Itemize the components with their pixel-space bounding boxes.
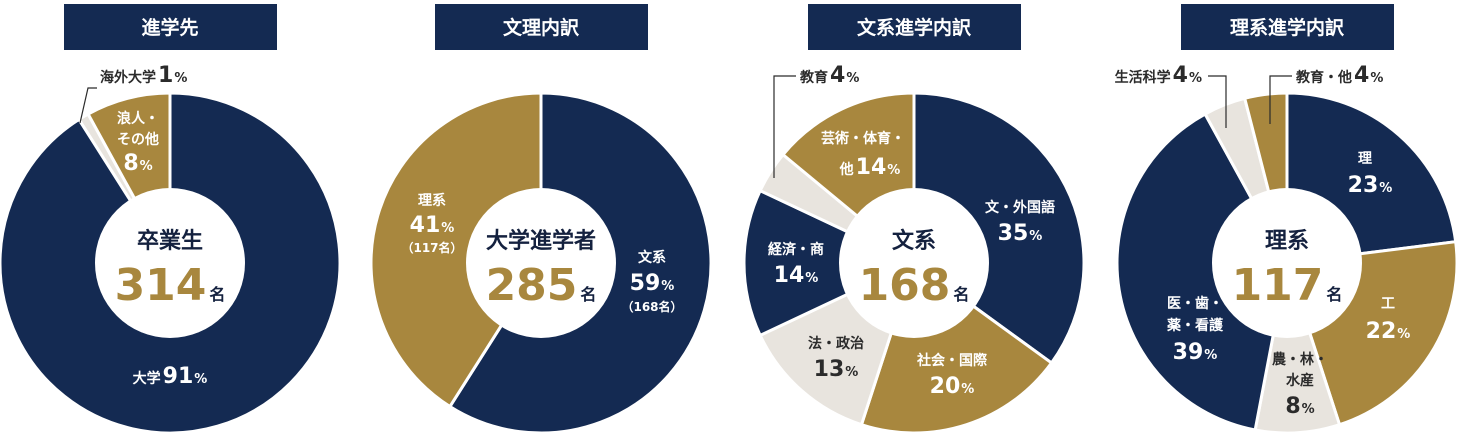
chart2-rikei-name: 理系 bbox=[418, 192, 446, 209]
chart4-center-label: 理系 bbox=[1265, 229, 1309, 254]
chart2-title: 文理内訳 bbox=[503, 16, 580, 39]
chart2-center-value: 285 名 bbox=[486, 260, 597, 311]
chart4-no-label-2: 水産 bbox=[1286, 372, 1314, 389]
chart2-header: 文理内訳 bbox=[435, 4, 648, 50]
chart4-slice-3 bbox=[1115, 112, 1289, 432]
chart4-header: 理系進学内訳 bbox=[1181, 4, 1394, 50]
chart3-slice-3 bbox=[742, 189, 916, 337]
chart3-center-disc bbox=[839, 188, 989, 338]
chart3-bun-label: 文・外国語 bbox=[985, 199, 1055, 216]
chart3-keizai-label: 経済・商 bbox=[768, 241, 824, 258]
chart3-shakai-label: 社会・国際 bbox=[916, 352, 988, 369]
chart2-rikei-pct: 41% bbox=[410, 213, 455, 238]
chart1-center-disc bbox=[95, 188, 245, 338]
chart1-center-label: 卒業生 bbox=[137, 228, 203, 254]
chart2-center-disc bbox=[466, 188, 616, 338]
chart3-kyoiku-label: 教育4% bbox=[800, 63, 859, 88]
chart1-center-value: 314 名 bbox=[115, 260, 226, 311]
chart4-no-pct: 8% bbox=[1285, 394, 1314, 419]
chart4-title: 理系進学内訳 bbox=[1230, 16, 1345, 39]
chart4-center-value: 117 名 bbox=[1232, 260, 1343, 311]
chart4-kyoiku-label: 教育・他4% bbox=[1296, 63, 1383, 88]
chart1-title: 進学先 bbox=[141, 16, 198, 39]
chart3-bun-pct: 35% bbox=[998, 221, 1043, 246]
chart3-geijutsu-label-1: 芸術・体育・ bbox=[821, 130, 905, 147]
chart2-bunkei-name: 文系 bbox=[638, 249, 666, 266]
chart3-shakai-pct: 20% bbox=[930, 374, 975, 399]
chart1-ronin-label-1: 浪人・ bbox=[117, 110, 159, 127]
chart1-kaigai-label: 海外大学1% bbox=[100, 63, 187, 88]
chart3-title: 文系進学内訳 bbox=[857, 16, 972, 39]
chart1-slice-2 bbox=[0, 91, 342, 433]
chart4-ko-label: 工 bbox=[1381, 296, 1395, 312]
chart2-bunkei-count: （168名） bbox=[621, 299, 682, 314]
chart4-ko-pct: 22% bbox=[1366, 319, 1411, 344]
chart4-i-label-1: 医・歯・ bbox=[1167, 295, 1223, 312]
chart4-seikatsu-leader bbox=[1208, 75, 1227, 128]
chart4-i-pct: 39% bbox=[1173, 340, 1218, 365]
chart2-rikei-count: （117名） bbox=[401, 240, 462, 255]
chart4-ri-label: 理 bbox=[1358, 151, 1372, 167]
chart3-center-value: 168 名 bbox=[859, 260, 970, 311]
chart4-i-label-2: 薬・看護 bbox=[1167, 317, 1224, 334]
chart4-ri-pct: 23% bbox=[1348, 173, 1393, 198]
chart1-daigaku-label: 大学91% bbox=[133, 364, 208, 389]
chart1-header: 進学先 bbox=[64, 4, 277, 50]
chart4-seikatsu-label: 生活科学4% bbox=[1115, 63, 1202, 88]
chart2-center-label: 大学進学者 bbox=[486, 228, 596, 254]
chart3-ho-pct: 13% bbox=[814, 357, 859, 382]
chart3-slice-0 bbox=[912, 91, 1086, 365]
chart3-geijutsu-label-2: 他14% bbox=[839, 155, 901, 180]
chart3-center-label: 文系 bbox=[892, 228, 936, 254]
chart2-slice-1 bbox=[369, 91, 543, 409]
chart2-bunkei-pct: 59% bbox=[630, 271, 675, 296]
chart4-no-label-1: 農・林・ bbox=[1272, 351, 1328, 368]
chart3-header: 文系進学内訳 bbox=[808, 4, 1021, 50]
chart3-keizai-pct: 14% bbox=[774, 263, 819, 288]
chart3-ho-label: 法・政治 bbox=[808, 335, 864, 352]
chart1-ronin-pct: 8% bbox=[123, 151, 152, 176]
chart1-kaigai-leader bbox=[79, 87, 97, 124]
chart3-kyoiku-leader bbox=[773, 75, 796, 178]
chart4-kyoiku-leader bbox=[1269, 75, 1292, 124]
chart4-center-disc bbox=[1212, 188, 1362, 338]
chart1-ronin-label-2: その他 bbox=[117, 131, 159, 148]
